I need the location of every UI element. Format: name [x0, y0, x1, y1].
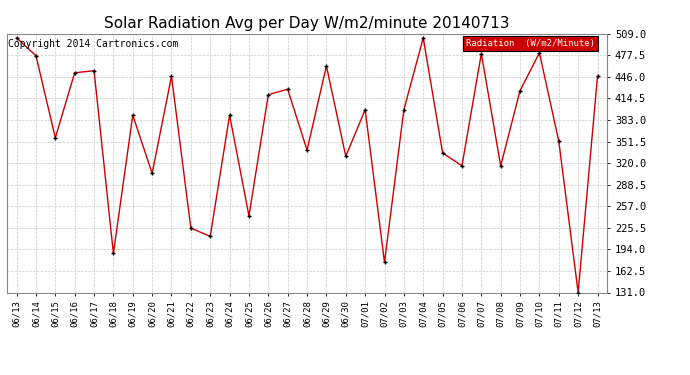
Point — [340, 153, 351, 159]
Point — [417, 35, 428, 41]
Point — [146, 170, 157, 176]
Point — [88, 68, 99, 74]
Point — [553, 138, 564, 144]
Point — [186, 225, 197, 231]
Point — [398, 107, 409, 113]
Point — [515, 88, 526, 94]
Point — [534, 50, 545, 56]
Point — [592, 73, 603, 79]
Point — [476, 51, 487, 57]
Point — [224, 112, 235, 118]
Point — [127, 112, 138, 118]
Point — [282, 86, 293, 92]
Point — [321, 63, 332, 69]
Point — [166, 73, 177, 79]
Point — [573, 290, 584, 296]
Point — [11, 35, 22, 41]
Point — [108, 251, 119, 257]
Text: Copyright 2014 Cartronics.com: Copyright 2014 Cartronics.com — [8, 39, 178, 49]
Point — [302, 147, 313, 153]
Point — [379, 260, 390, 266]
Point — [50, 135, 61, 141]
Point — [69, 70, 80, 76]
Point — [263, 92, 274, 98]
Point — [495, 163, 506, 169]
Point — [437, 150, 448, 156]
Text: Radiation  (W/m2/Minute): Radiation (W/m2/Minute) — [466, 39, 595, 48]
Point — [359, 107, 371, 113]
Point — [205, 233, 216, 239]
Point — [30, 53, 41, 58]
Point — [457, 163, 468, 169]
Title: Solar Radiation Avg per Day W/m2/minute 20140713: Solar Radiation Avg per Day W/m2/minute … — [104, 16, 510, 31]
Point — [244, 213, 255, 219]
